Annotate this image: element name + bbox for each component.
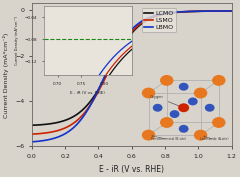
LCMO [67,118,70,120]
LBMO [187,10,190,13]
LSMO [187,10,190,13]
LBMO [153,15,156,17]
X-axis label: E - iR (V vs. RHE): E - iR (V vs. RHE) [99,165,164,173]
LBMO [125,35,127,37]
Line: LSMO: LSMO [32,11,240,134]
LBMO [67,130,70,133]
Y-axis label: Current Density (mA*cm⁻²): Current Density (mA*cm⁻²) [3,32,9,118]
Legend: LCMO, LSMO, LBMO: LCMO, LSMO, LBMO [142,8,176,32]
LSMO [67,125,70,127]
LSMO [84,111,87,113]
LSMO [125,38,127,40]
LSMO [239,10,240,12]
LSMO [153,15,156,17]
LSMO [30,133,33,135]
LCMO [30,124,33,126]
LBMO [239,10,240,12]
LBMO [30,141,33,143]
LCMO [187,11,190,13]
LCMO [153,16,156,18]
LSMO [169,12,172,14]
LCMO [84,106,87,108]
LBMO [169,12,172,14]
LCMO [169,12,172,14]
LBMO [84,112,87,115]
Line: LBMO: LBMO [32,11,240,142]
LCMO [239,10,240,12]
Line: LCMO: LCMO [32,11,240,125]
LCMO [125,40,127,42]
